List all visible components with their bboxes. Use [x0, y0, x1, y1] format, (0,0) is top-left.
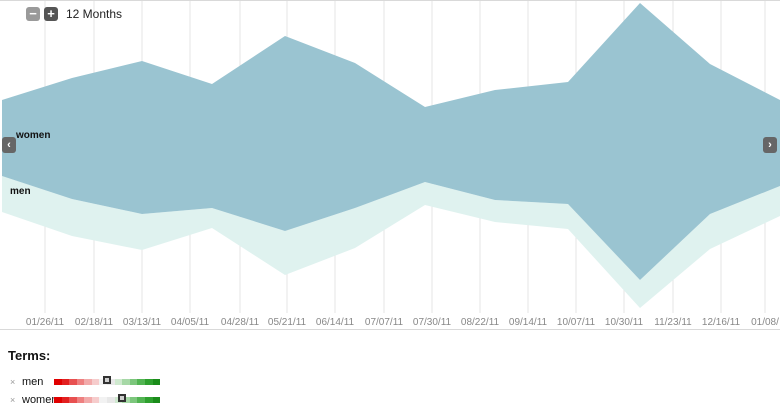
term-weight-slider[interactable]: [54, 394, 161, 403]
x-tick-label: 02/18/11: [75, 317, 114, 328]
x-tick-label: 08/22/11: [461, 317, 500, 328]
remove-term-icon[interactable]: ×: [10, 377, 16, 387]
series-label-women: women: [15, 130, 50, 141]
slider-segment: [69, 397, 77, 403]
x-tick-label: 06/14/11: [316, 317, 355, 328]
slider-segment: [114, 379, 123, 385]
zoom-in-button[interactable]: +: [44, 7, 58, 21]
slider-segment: [91, 379, 100, 385]
slider-segment: [76, 379, 85, 385]
chart-canvas: women men 01/26/11 02/18/11 03/13/11 04/05/11…: [2, 1, 780, 328]
slider-segment: [84, 379, 92, 385]
series-area-men[interactable]: [2, 176, 780, 308]
slider-segment: [69, 379, 77, 385]
slider-segment: [152, 379, 161, 385]
slider-segment: [137, 379, 145, 385]
x-tick-label: 07/07/11: [365, 317, 404, 328]
slider-segment: [61, 379, 70, 385]
slider-segment: [122, 379, 130, 385]
x-tick-label: 01/08/: [751, 317, 779, 328]
slider-segment: [129, 379, 138, 385]
chevron-left-icon[interactable]: ‹: [2, 137, 16, 153]
term-row-women: × women: [10, 394, 161, 406]
slider-segment: [152, 397, 161, 403]
x-tick-label: 12/16/11: [702, 317, 741, 328]
x-tick-label: 10/07/11: [557, 317, 596, 328]
slider-segment: [91, 397, 100, 403]
x-tick-label: 04/28/11: [221, 317, 260, 328]
slider-segment: [144, 397, 153, 403]
x-tick-label: 09/14/11: [509, 317, 548, 328]
term-weight-slider[interactable]: [54, 376, 161, 385]
x-tick-label: 01/26/11: [26, 317, 65, 328]
slider-segment: [129, 397, 138, 403]
slider-segment: [144, 379, 153, 385]
remove-term-icon[interactable]: ×: [10, 395, 16, 405]
period-label: 12 Months: [66, 7, 123, 21]
x-tick-label: 10/30/11: [605, 317, 644, 328]
x-tick-label: 07/30/11: [413, 317, 452, 328]
x-tick-label: 11/23/11: [654, 317, 692, 328]
slider-segment: [99, 397, 108, 403]
slider-segment: [107, 397, 115, 403]
x-tick-label: 05/21/11: [268, 317, 307, 328]
term-row-men: × men: [10, 376, 161, 388]
series-label-men: men: [10, 186, 31, 197]
slider-segment: [61, 397, 70, 403]
slider-segment: [54, 379, 62, 385]
x-tick-label: 03/13/11: [123, 317, 162, 328]
chevron-right-icon[interactable]: ›: [763, 137, 777, 153]
zoom-out-button[interactable]: −: [26, 7, 40, 21]
term-label: women: [22, 394, 58, 406]
slider-thumb[interactable]: [103, 376, 111, 384]
zoom-controls: − + 12 Months: [26, 7, 122, 21]
terms-title: Terms:: [8, 348, 51, 363]
slider-segment: [84, 397, 92, 403]
slider-segment: [137, 397, 145, 403]
stream-chart: women men 01/26/11 02/18/11 03/13/11 04/05/11…: [0, 0, 780, 330]
slider-segment: [122, 397, 130, 403]
x-tick-label: 04/05/11: [171, 317, 210, 328]
term-label: men: [22, 376, 44, 388]
slider-segment: [76, 397, 85, 403]
series-area-women[interactable]: [2, 3, 780, 280]
slider-segment: [54, 397, 62, 403]
slider-thumb[interactable]: [117, 394, 126, 402]
